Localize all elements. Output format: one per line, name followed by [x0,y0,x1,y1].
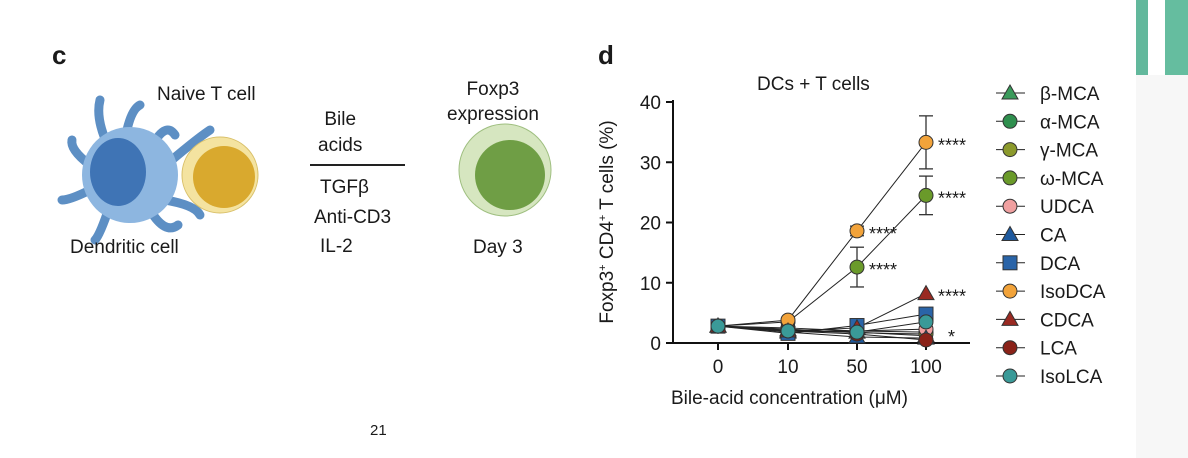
legend-item: α-MCA [996,112,1100,133]
series-line-ω-MCA [717,195,927,327]
series-line-IsoDCA [717,142,927,327]
naive-t-cell-icon [181,136,259,214]
legend-marker [1002,340,1018,356]
series-line [717,321,927,333]
legend-label: CDCA [1040,310,1094,331]
series-IsoDCA [710,115,934,334]
legend-marker [1001,83,1019,100]
y-tick-label: 10 [640,274,661,295]
schematic [57,95,552,245]
series-IsoLCA [710,314,934,340]
chart-title: DCs + T cells [757,74,870,95]
series-line [717,142,927,327]
page-number: 21 [370,422,387,439]
y-tick-label: 40 [640,93,661,114]
data-point [918,187,934,203]
legend-label: UDCA [1040,197,1094,218]
significance-annotation: **** [869,224,897,244]
legend-item: LCA [996,339,1077,360]
legend-label: β-MCA [1040,84,1100,105]
condition-tgfb: TGFβ [320,177,369,198]
legend-marker [1002,142,1018,158]
day-label: Day 3 [473,237,523,258]
y-tick-label: 20 [640,214,661,235]
data-point [849,324,865,340]
dendritic-cell-label: Dendritic cell [70,237,179,258]
data-point [918,332,934,348]
legend-label: CA [1040,226,1067,247]
bile-acids-label: Bile acids [318,109,363,156]
series-line-CDCA [717,293,927,332]
legend-label: DCA [1040,254,1080,275]
legend-marker [1001,225,1019,241]
significance-annotation: **** [938,287,966,307]
data-point [918,134,934,150]
series-line [717,293,927,332]
significance-annotation: **** [869,260,897,280]
foxp3-cell-icon [458,123,552,217]
legend-item: CA [996,225,1067,247]
x-tick-label: 10 [777,357,798,378]
data-point [918,314,934,330]
x-tick-label: 0 [713,357,724,378]
legend-label: LCA [1040,339,1077,360]
condition-il2: IL-2 [320,236,353,257]
legend-item: DCA [996,254,1080,275]
legend-item: β-MCA [996,83,1100,105]
x-tick-label: 50 [846,357,867,378]
legend-marker [1002,368,1018,384]
legend-item: IsoDCA [996,282,1106,303]
data-point [780,323,796,339]
data-point [710,318,726,334]
legend-item: UDCA [996,197,1094,218]
significance-annotation: **** [938,188,966,208]
legend-item: γ-MCA [996,141,1098,162]
legend-marker [1002,283,1018,299]
legend-item: ω-MCA [996,169,1104,190]
x-axis-label: Bile-acid concentration (μM) [671,388,908,409]
foxp3-label: Foxp3 expression [447,79,539,125]
data-point [917,284,935,301]
series-line-CA [717,325,927,339]
legend-item: IsoLCA [996,367,1103,388]
legend-label: α-MCA [1040,112,1100,133]
legend-marker [1001,310,1019,326]
series-line-IsoLCA [717,321,927,333]
data-point [849,223,865,239]
x-tick-label: 100 [910,357,942,378]
panel-label-c: c [52,40,67,70]
legend-label: IsoDCA [1040,282,1106,303]
series-ω-MCA [710,175,934,334]
naive-t-cell-label: Naive T cell [157,84,256,105]
panel-label-d: d [598,40,614,70]
y-tick-label: 0 [650,334,661,355]
legend-label: ω-MCA [1040,169,1104,190]
significance-annotation: * [948,327,955,347]
series-line [717,195,927,327]
significance-annotation: **** [938,135,966,155]
legend-label: γ-MCA [1040,141,1098,162]
legend-marker [1002,255,1018,271]
dendritic-cell-icon [57,95,215,245]
legend-item: CDCA [996,310,1094,331]
accent-bar [1165,0,1188,75]
series-line [717,325,927,339]
y-tick-label: 30 [640,153,661,174]
side-panel [1136,75,1188,458]
legend-marker [1002,113,1018,129]
legend-marker [1002,170,1018,186]
accent-bar [1136,0,1148,75]
legend-marker [1002,198,1018,214]
data-point [849,259,865,275]
condition-anti-cd3: Anti-CD3 [314,207,392,228]
legend-label: IsoLCA [1040,367,1103,388]
